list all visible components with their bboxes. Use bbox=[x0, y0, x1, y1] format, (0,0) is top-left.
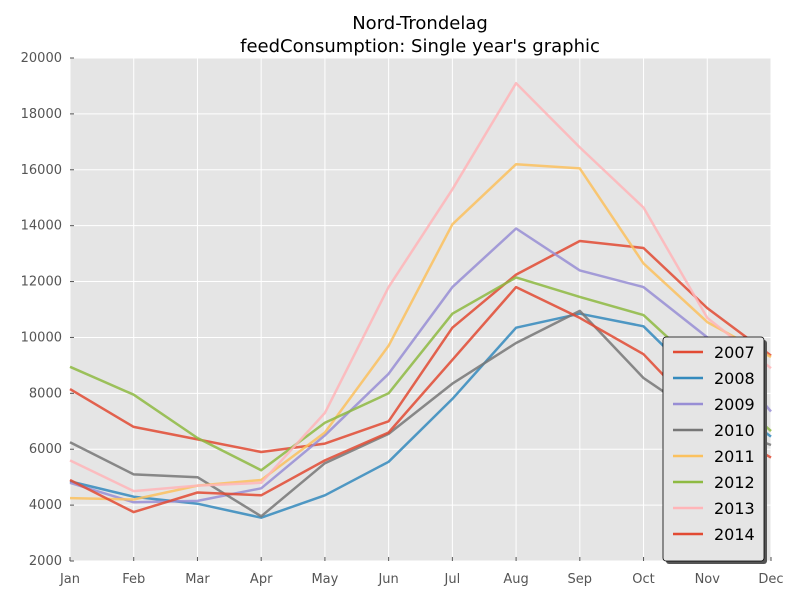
x-tick-label: Oct bbox=[632, 572, 654, 587]
series-line-2012 bbox=[69, 276, 772, 472]
legend: 2007 2008 2009 2010 2011 2012 2013 2014 bbox=[662, 336, 767, 564]
grid-lines bbox=[69, 57, 772, 562]
y-tick-label: 2000 bbox=[29, 554, 62, 569]
x-tick-label: Jul bbox=[444, 572, 461, 587]
legend-label: 2007 bbox=[714, 343, 755, 362]
legend-label: 2012 bbox=[714, 473, 755, 492]
legend-label: 2010 bbox=[714, 421, 755, 440]
x-tick-label: Jan bbox=[59, 572, 80, 587]
series-line-2014 bbox=[69, 285, 772, 514]
x-tick-label: Nov bbox=[695, 572, 721, 587]
y-tick-label: 16000 bbox=[21, 163, 62, 178]
series-line-2010 bbox=[69, 309, 772, 518]
y-tick-label: 10000 bbox=[21, 330, 62, 345]
x-tick-label: Feb bbox=[122, 572, 145, 587]
series-line-2009 bbox=[69, 227, 772, 504]
legend-label: 2013 bbox=[714, 499, 755, 518]
y-tick-label: 12000 bbox=[21, 275, 62, 290]
x-tick-label: Mar bbox=[185, 572, 210, 587]
y-axis-ticks: 2000 4000 6000 8000 10000 12000 14000 16000 1800… bbox=[21, 51, 74, 569]
y-tick-label: 4000 bbox=[29, 498, 62, 513]
x-axis-ticks: Jan Feb Mar Apr May Jun Jul Aug Sep Oct Nov Dec bbox=[59, 557, 784, 587]
series-line-2011 bbox=[69, 162, 772, 501]
series-line-2008 bbox=[69, 312, 772, 519]
legend-label: 2008 bbox=[714, 369, 755, 388]
x-tick-label: Aug bbox=[503, 572, 528, 587]
series-line-2007 bbox=[69, 239, 772, 454]
series-line-2013 bbox=[69, 81, 772, 493]
legend-label: 2014 bbox=[714, 525, 755, 544]
chart-subtitle: feedConsumption: Single year's graphic bbox=[240, 36, 600, 57]
x-tick-label: Sep bbox=[568, 572, 593, 587]
y-tick-label: 8000 bbox=[29, 386, 62, 401]
x-tick-label: Jun bbox=[377, 572, 398, 587]
x-tick-label: Apr bbox=[250, 572, 273, 587]
x-tick-label: May bbox=[311, 572, 338, 587]
y-tick-label: 14000 bbox=[21, 219, 62, 234]
legend-label: 2011 bbox=[714, 447, 755, 466]
legend-label: 2009 bbox=[714, 395, 755, 414]
y-tick-label: 20000 bbox=[21, 51, 62, 66]
x-tick-label: Dec bbox=[758, 572, 783, 587]
y-tick-label: 18000 bbox=[21, 107, 62, 122]
y-tick-label: 6000 bbox=[29, 442, 62, 457]
chart-title: Nord-Trondelag bbox=[352, 13, 488, 34]
legend-box bbox=[662, 336, 765, 562]
series-lines bbox=[69, 81, 772, 519]
